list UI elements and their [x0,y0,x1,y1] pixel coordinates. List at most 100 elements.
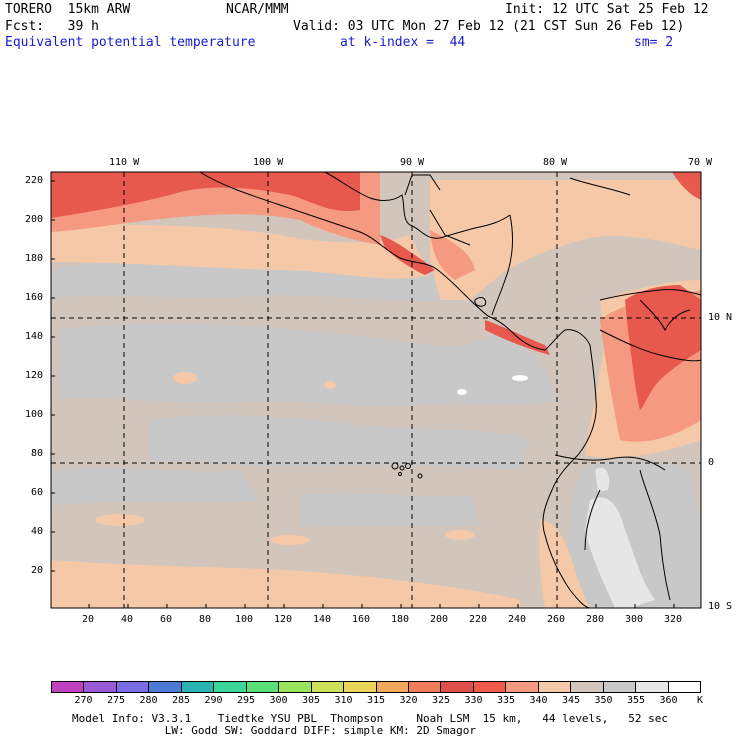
center-label: NCAR/MMM [226,2,289,17]
field-peach-band [430,180,701,300]
model-title: TORERO 15km ARW [5,2,131,17]
colorbar-swatch [310,682,344,692]
y-tick: 200 [25,214,44,225]
lat-label: 10 S [708,601,733,612]
border-ecuador-peru [554,454,666,471]
x-tick: 180 [391,614,410,625]
field-grey-band [60,323,560,407]
x-tick: 100 [235,614,254,625]
lon-label: 110 W [109,157,140,168]
colorbar-swatch [667,682,701,692]
colorbar-label: 355 [626,695,646,706]
model-info-line2: LW: Godd SW: Goddard DIFF: simple KM: 2D… [72,724,476,737]
field-lightgrey-band [595,467,610,492]
galapagos-island [399,465,405,471]
field-peach-spot [324,381,336,389]
map-frame [50,171,702,609]
x-tick: 120 [274,614,293,625]
lon-label: 70 W [688,157,713,168]
colorbar-unit: K [697,695,704,706]
x-tick: 320 [664,614,683,625]
x-tick: 40 [121,614,134,625]
colorbar-swatch [570,682,603,692]
colombia-venezuela [599,289,702,301]
colorbar-swatch [115,682,149,692]
axis-ticks [51,180,675,608]
colorbar-swatch [505,682,538,692]
colorbar-swatch [52,682,84,692]
field-white-spot [457,389,467,395]
x-tick: 140 [313,614,332,625]
y-tick: 140 [25,331,44,342]
venezuela-coast [639,299,691,332]
field-grey-band [150,415,530,470]
k-index: at k-index = 44 [340,35,466,50]
lake-nicaragua [474,297,487,307]
x-tick: 200 [430,614,449,625]
field-red-band [625,285,701,410]
colorbar-swatch [245,682,279,692]
x-tick: 240 [508,614,527,625]
colorbar-label: 315 [366,695,386,706]
lat-label: 10 N [708,312,733,323]
galapagos-island [417,473,423,479]
y-tick: 160 [25,292,44,303]
border-colombia [599,329,702,362]
colorbar-label: 270 [74,695,93,706]
field-peach-spot [270,535,310,545]
colorbar-swatch [440,682,473,692]
map-field [51,172,701,608]
y-tick: 40 [31,526,44,537]
colorbar-label: 325 [431,695,451,706]
y-tick: 220 [25,175,44,186]
colorbar-label: 350 [594,695,613,706]
colorbar-swatch [375,682,408,692]
colorbar-label: 290 [204,695,223,706]
field-lightgrey-band [585,497,655,608]
colorbar-swatch [602,682,636,692]
field-peach-spot [445,530,475,540]
central-america-border [429,209,471,246]
y-tick: 60 [31,487,44,498]
y-tick: 180 [25,253,44,264]
x-tick: 60 [160,614,173,625]
field-peach-band [539,520,590,608]
colorbar-label: 280 [139,695,158,706]
mexico-coast [199,171,597,609]
field-peach-spot [95,514,145,526]
colorbar-label: 340 [529,695,548,706]
galapagos-island [405,463,411,469]
colorbar-label: 320 [399,695,418,706]
field-grey-band [300,492,480,528]
colorbar-swatch [148,682,181,692]
colorbar [51,681,701,693]
model-info-line1: Model Info: V3.3.1 Tiedtke YSU PBL Thomp… [72,712,669,725]
colorbar-label: 300 [269,695,288,706]
field-grey-band [51,467,260,505]
caribbean-island [569,177,631,196]
colorbar-label: 330 [464,695,483,706]
lon-label: 80 W [543,157,568,168]
field-peach-spot [173,372,197,384]
colorbar-label: 335 [496,695,516,706]
colorbar-swatch [213,682,246,692]
y-tick: 120 [25,370,44,381]
lat-lon-grid [51,172,701,608]
colorbar-label: 345 [561,695,581,706]
field-peach-band [51,560,520,608]
field-red-band [672,172,701,200]
forecast-hour: Fcst: 39 h [5,19,99,34]
x-tick: 80 [199,614,212,625]
y-tick: 100 [25,409,44,420]
caribbean-coast [491,214,513,316]
field-salmon-band [430,230,475,280]
border-peru-brazil [639,469,671,601]
y-tick: 80 [31,448,44,459]
colorbar-swatch [472,682,506,692]
colorbar-swatch [83,682,116,692]
valid-time: Valid: 03 UTC Mon 27 Feb 12 (21 CST Sun … [293,19,685,34]
field-red-band [51,172,360,218]
colorbar-label: 360 [659,695,678,706]
x-tick: 160 [352,614,371,625]
